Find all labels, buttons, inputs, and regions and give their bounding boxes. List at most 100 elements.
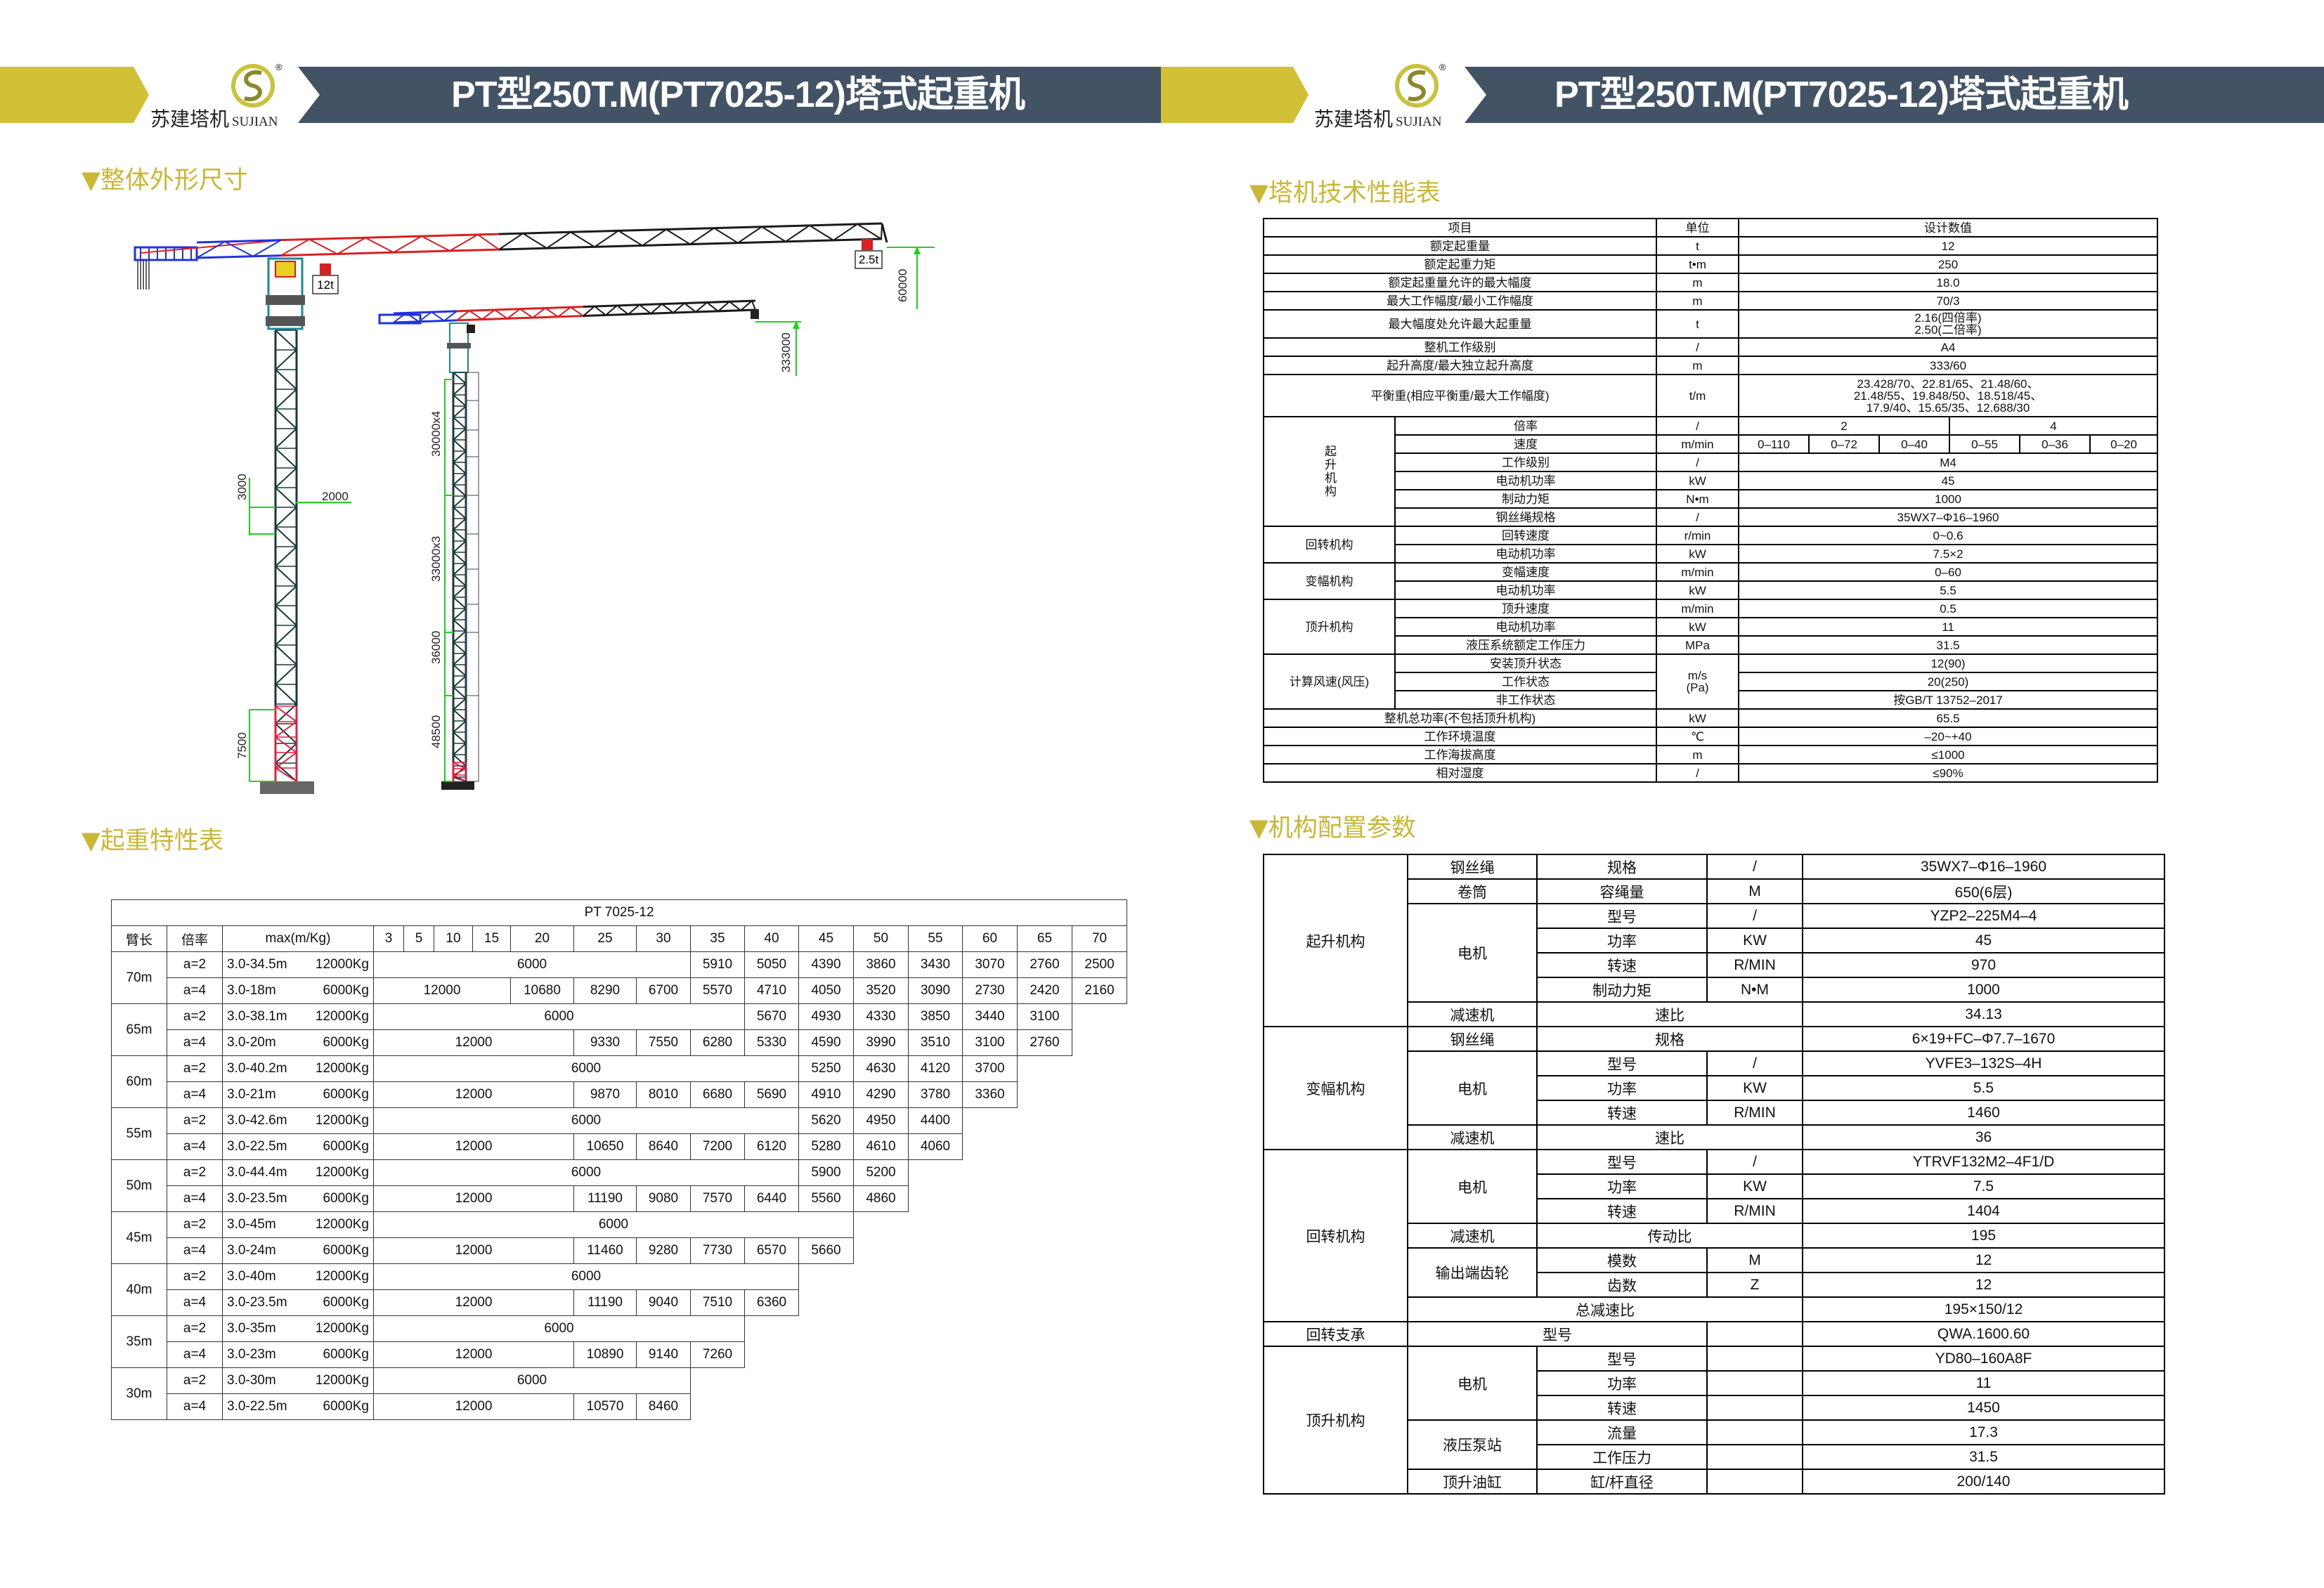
config-cell: / bbox=[1706, 1149, 1803, 1175]
table-row: 电机 型号 / YVFE3–132S–4H bbox=[1264, 1050, 2165, 1126]
config-cell: 5.5 bbox=[1802, 1075, 2165, 1101]
mast-brace bbox=[275, 743, 297, 764]
max-capacity-cell: 3.0-42.6m 12000Kg bbox=[222, 1107, 374, 1134]
table-header-row: 臂长 倍率 max(m/Kg) 3 5 10 15 20 25 30 35 40 45 50 55 60 65 7… bbox=[111, 925, 1128, 952]
table-row: 输出端齿轮 模数 M 12 bbox=[1264, 1247, 2165, 1298]
load-value-cell: 7200 bbox=[690, 1133, 745, 1160]
config-cell bbox=[1706, 1444, 1803, 1470]
max-capacity-cell: 3.0-23m 6000Kg bbox=[222, 1341, 374, 1368]
arrow-icon bbox=[793, 320, 800, 329]
config-cell: 电机 bbox=[1407, 1346, 1538, 1421]
spec-cell: 速度 bbox=[1394, 434, 1657, 454]
max-load: 6000Kg bbox=[323, 983, 369, 998]
load-value-cell: 4390 bbox=[798, 951, 854, 978]
jib-brace bbox=[689, 227, 715, 245]
config-cell: 36 bbox=[1802, 1124, 2165, 1150]
table-row: 转速 R/MIN 1460 bbox=[1264, 1100, 2165, 1126]
mast-brace bbox=[453, 743, 467, 755]
load-value-cell: 6000 bbox=[373, 1159, 799, 1186]
load-value-cell: 6000 bbox=[373, 1315, 745, 1342]
jib-brace bbox=[522, 233, 547, 249]
table-row: 60m a=2 3.0-40.2m 12000Kg 6000 5250 4630 4120 37… bbox=[111, 1055, 1127, 1108]
config-cell: 电机 bbox=[1407, 1149, 1538, 1224]
config-cell: 200/140 bbox=[1802, 1469, 2165, 1495]
jib-brace bbox=[618, 230, 643, 247]
load-value-cell: 5570 bbox=[690, 977, 745, 1004]
load-value-cell: 9080 bbox=[636, 1185, 691, 1212]
spec-cell: 12(90) bbox=[1737, 653, 2159, 673]
table-row: a=4 3.0-23.5m 6000Kg 12000 11190 9040 7510 6360 bbox=[112, 1289, 1127, 1316]
jib-chord bbox=[583, 299, 756, 308]
heading-load-chart: ▼起重特性表 bbox=[82, 827, 223, 855]
mast-brace bbox=[275, 644, 297, 665]
page-title-left: PT型250T.M(PT7025-12)塔式起重机 bbox=[451, 74, 1025, 115]
table-row: 计算风速(风压) 安装顶升状态 m/s (Pa) 12(90) bbox=[1263, 653, 2159, 710]
boom-length-cell: 65m bbox=[111, 1003, 167, 1056]
config-cell: 流量 bbox=[1536, 1419, 1708, 1445]
config-cell: KW bbox=[1706, 928, 1803, 954]
config-cell: 45 bbox=[1802, 928, 2165, 954]
spec-cell: 250 bbox=[1737, 254, 2159, 274]
jib-chord bbox=[583, 308, 756, 318]
jib-brace bbox=[507, 308, 521, 320]
column-header: 40 bbox=[744, 925, 799, 952]
config-cell: 减速机 bbox=[1407, 1001, 1538, 1027]
trolley-hook bbox=[862, 239, 873, 250]
mast-brace bbox=[453, 540, 467, 553]
spec-cell: 0–110 bbox=[1738, 434, 1810, 454]
max-load: 12000Kg bbox=[315, 1373, 369, 1388]
load-value-cell: 4610 bbox=[853, 1133, 909, 1160]
config-cell: YD80–160A8F bbox=[1802, 1346, 2165, 1372]
max-capacity-cell: 3.0-21m 6000Kg bbox=[222, 1081, 374, 1108]
dim-48500: 48500 bbox=[429, 715, 443, 748]
mast-brace bbox=[453, 768, 467, 776]
mast-brace bbox=[275, 625, 297, 646]
table-row: 回转机构 回转速度 r/min 0~0.6 bbox=[1263, 526, 2159, 564]
column-header: 70 bbox=[1071, 925, 1128, 952]
table-row: 工作级别 / M4 bbox=[1264, 453, 2159, 472]
accent-chevron-right bbox=[1161, 67, 1309, 123]
load-value-cell: 5280 bbox=[798, 1133, 854, 1160]
spec-cell: kW bbox=[1656, 617, 1739, 637]
table-row: 减速机 速比 34.13 bbox=[1264, 1001, 2165, 1027]
load-value-cell: 5560 bbox=[798, 1185, 854, 1212]
radius-range: 3.0-21m bbox=[227, 1087, 276, 1102]
jib-tip bbox=[881, 223, 888, 243]
mast-brace bbox=[453, 473, 467, 486]
load-value-cell: 12000 bbox=[373, 1237, 574, 1264]
spec-cell: 变幅速度 bbox=[1394, 562, 1657, 582]
table-row: 起升高度/最大独立起升高度 m 333/60 bbox=[1263, 356, 2159, 375]
config-cell: 回转机构 bbox=[1263, 1149, 1408, 1322]
column-header: 臂长 bbox=[111, 925, 167, 952]
jib-brace bbox=[545, 307, 559, 318]
max-load: 12000Kg bbox=[315, 1061, 369, 1076]
config-cell: 钢丝绳 bbox=[1407, 1026, 1538, 1052]
load-value-cell: 2760 bbox=[1017, 1029, 1072, 1056]
load-value-cell: 6570 bbox=[744, 1237, 799, 1264]
mast-brace bbox=[275, 369, 297, 390]
spec-cell: 12 bbox=[1737, 236, 2159, 256]
logo-wordmark: 苏建塔机 SUJIAN bbox=[150, 104, 278, 132]
config-cell: YZP2–225M4–4 bbox=[1802, 903, 2165, 929]
jib-brace bbox=[737, 226, 762, 244]
tie-bar bbox=[140, 240, 282, 254]
spec-cell: t/m bbox=[1656, 374, 1739, 417]
mast-brace bbox=[453, 383, 467, 396]
jib-brace bbox=[481, 309, 495, 320]
load-value-cell: 6000 bbox=[373, 1107, 799, 1134]
spec-cell: m bbox=[1656, 356, 1739, 375]
config-cell: 转速 bbox=[1536, 1100, 1708, 1126]
jib-brace bbox=[583, 306, 595, 317]
config-cell: 规格 bbox=[1536, 1026, 1803, 1052]
spec-cell: 液压系统额定工作压力 bbox=[1394, 635, 1657, 655]
table-row: 制动力矩 N•m 1000 bbox=[1264, 489, 2159, 509]
table-row: 起升机构 钢丝绳 规格/35WX7–Φ16–1960 bbox=[1263, 854, 2165, 1027]
jib-brace bbox=[280, 238, 310, 256]
mast-brace bbox=[453, 698, 467, 710]
table-row: 转速 R/MIN 1404 bbox=[1264, 1198, 2165, 1224]
column-header: 15 bbox=[472, 925, 511, 952]
load-value-cell: 4060 bbox=[908, 1133, 963, 1160]
config-cell: 电机 bbox=[1407, 903, 1538, 1003]
config-cell: / bbox=[1706, 1050, 1803, 1076]
spec-cell: t bbox=[1656, 236, 1739, 256]
